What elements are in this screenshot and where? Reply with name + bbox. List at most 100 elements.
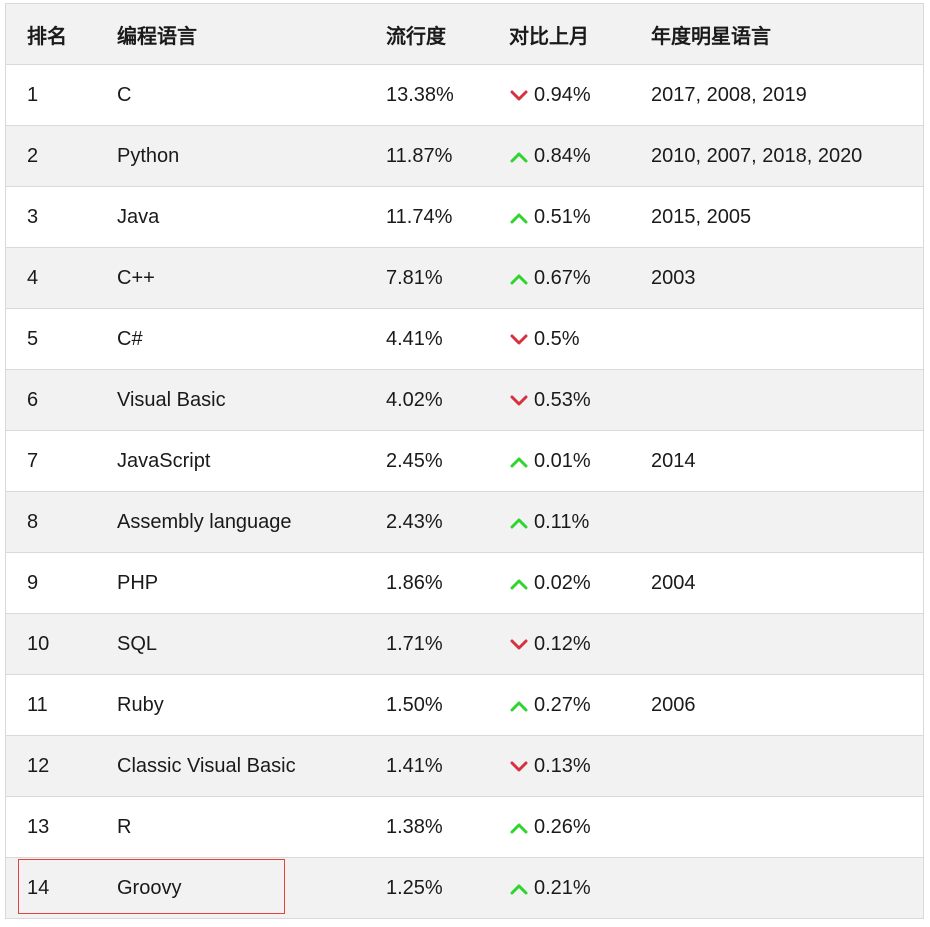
arrow-up-icon	[509, 818, 529, 838]
popularity-cell: 1.25%	[386, 876, 443, 899]
star-years-cell: 2006	[651, 693, 696, 716]
arrow-up-icon	[509, 574, 529, 594]
language-cell: C++	[117, 266, 155, 289]
change-value: 0.26%	[534, 815, 591, 838]
change-cell: 0.53%	[509, 370, 591, 430]
language-cell: JavaScript	[117, 449, 211, 472]
change-cell: 0.94%	[509, 65, 591, 125]
language-cell: Python	[117, 144, 180, 167]
table-row: 10 SQL 1.71% 0.12%	[6, 614, 923, 675]
arrow-up-icon	[509, 269, 529, 289]
language-cell: Ruby	[117, 693, 164, 716]
table-row: 7 JavaScript 2.45% 0.01% 2014	[6, 431, 923, 492]
rank-cell: 8	[27, 510, 39, 533]
change-value: 0.67%	[534, 266, 591, 289]
rank-cell: 1	[27, 83, 39, 106]
arrow-up-icon	[509, 696, 529, 716]
change-cell: 0.51%	[509, 187, 591, 247]
popularity-cell: 2.43%	[386, 510, 443, 533]
change-value: 0.12%	[534, 632, 591, 655]
change-value: 0.51%	[534, 205, 591, 228]
popularity-cell: 1.38%	[386, 815, 443, 838]
language-cell: PHP	[117, 571, 159, 594]
language-cell: Classic Visual Basic	[117, 754, 296, 777]
header-language: 编程语言	[117, 25, 197, 48]
change-cell: 0.21%	[509, 858, 591, 918]
arrow-down-icon	[509, 635, 529, 655]
change-value: 0.5%	[534, 327, 580, 350]
change-value: 0.13%	[534, 754, 591, 777]
change-cell: 0.5%	[509, 309, 580, 369]
arrow-up-icon	[509, 208, 529, 228]
change-value: 0.27%	[534, 693, 591, 716]
change-cell: 0.27%	[509, 675, 591, 735]
change-value: 0.21%	[534, 876, 591, 899]
rank-cell: 7	[27, 449, 39, 472]
star-years-cell: 2010, 2007, 2018, 2020	[651, 144, 863, 167]
change-cell: 0.02%	[509, 553, 591, 613]
popularity-cell: 11.87%	[386, 144, 453, 167]
star-years-cell: 2015, 2005	[651, 205, 752, 228]
popularity-cell: 4.41%	[386, 327, 443, 350]
rank-cell: 6	[27, 388, 39, 411]
change-cell: 0.26%	[509, 797, 591, 857]
table-row: 14 Groovy 1.25% 0.21%	[6, 858, 923, 919]
popularity-cell: 1.50%	[386, 693, 443, 716]
table-row: 9 PHP 1.86% 0.02% 2004	[6, 553, 923, 614]
star-years-cell: 2017, 2008, 2019	[651, 83, 807, 106]
popularity-cell: 1.71%	[386, 632, 443, 655]
change-value: 0.11%	[534, 510, 590, 533]
ranking-table: 排名 编程语言 流行度 对比上月 年度明星语言 1 C 13.38% 0.94% 201…	[5, 3, 924, 919]
rank-cell: 5	[27, 327, 39, 350]
star-years-cell: 2014	[651, 449, 696, 472]
rank-cell: 14	[27, 876, 50, 899]
rank-cell: 11	[27, 693, 48, 716]
language-cell: C	[117, 83, 132, 106]
popularity-cell: 11.74%	[386, 205, 453, 228]
table-row: 5 C# 4.41% 0.5%	[6, 309, 923, 370]
arrow-up-icon	[509, 513, 529, 533]
header-rank: 排名	[27, 25, 67, 48]
change-value: 0.02%	[534, 571, 591, 594]
arrow-up-icon	[509, 452, 529, 472]
change-value: 0.84%	[534, 144, 591, 167]
language-cell: Java	[117, 205, 160, 228]
table-row: 12 Classic Visual Basic 1.41% 0.13%	[6, 736, 923, 797]
arrow-down-icon	[509, 330, 529, 350]
popularity-cell: 1.41%	[386, 754, 443, 777]
language-cell: Assembly language	[117, 510, 292, 533]
popularity-cell: 1.86%	[386, 571, 443, 594]
star-years-cell: 2003	[651, 266, 696, 289]
table-body: 1 C 13.38% 0.94% 2017, 2008, 2019 2 Python 11.8…	[6, 65, 923, 919]
language-cell: C#	[117, 327, 143, 350]
header-change: 对比上月	[509, 25, 589, 48]
header-popularity: 流行度	[386, 25, 446, 48]
table-row: 13 R 1.38% 0.26%	[6, 797, 923, 858]
language-cell: Visual Basic	[117, 388, 226, 411]
rank-cell: 9	[27, 571, 39, 594]
table-row: 8 Assembly language 2.43% 0.11%	[6, 492, 923, 553]
change-cell: 0.12%	[509, 614, 591, 674]
table-row: 2 Python 11.87% 0.84% 2010, 2007, 2018, 2020	[6, 126, 923, 187]
arrow-up-icon	[509, 147, 529, 167]
change-value: 0.53%	[534, 388, 591, 411]
change-cell: 0.84%	[509, 126, 591, 186]
popularity-cell: 7.81%	[386, 266, 443, 289]
change-cell: 0.13%	[509, 736, 591, 796]
popularity-cell: 13.38%	[386, 83, 454, 106]
popularity-cell: 2.45%	[386, 449, 443, 472]
table-row: 1 C 13.38% 0.94% 2017, 2008, 2019	[6, 65, 923, 126]
table-row: 4 C++ 7.81% 0.67% 2003	[6, 248, 923, 309]
rank-cell: 12	[27, 754, 50, 777]
arrow-down-icon	[509, 757, 529, 777]
arrow-down-icon	[509, 391, 529, 411]
table-row: 6 Visual Basic 4.02% 0.53%	[6, 370, 923, 431]
language-cell: R	[117, 815, 132, 838]
header-star-years: 年度明星语言	[651, 25, 771, 48]
arrow-down-icon	[509, 86, 529, 106]
table-row: 11 Ruby 1.50% 0.27% 2006	[6, 675, 923, 736]
language-cell: Groovy	[117, 876, 182, 899]
table-row: 3 Java 11.74% 0.51% 2015, 2005	[6, 187, 923, 248]
arrow-up-icon	[509, 879, 529, 899]
rank-cell: 2	[27, 144, 39, 167]
